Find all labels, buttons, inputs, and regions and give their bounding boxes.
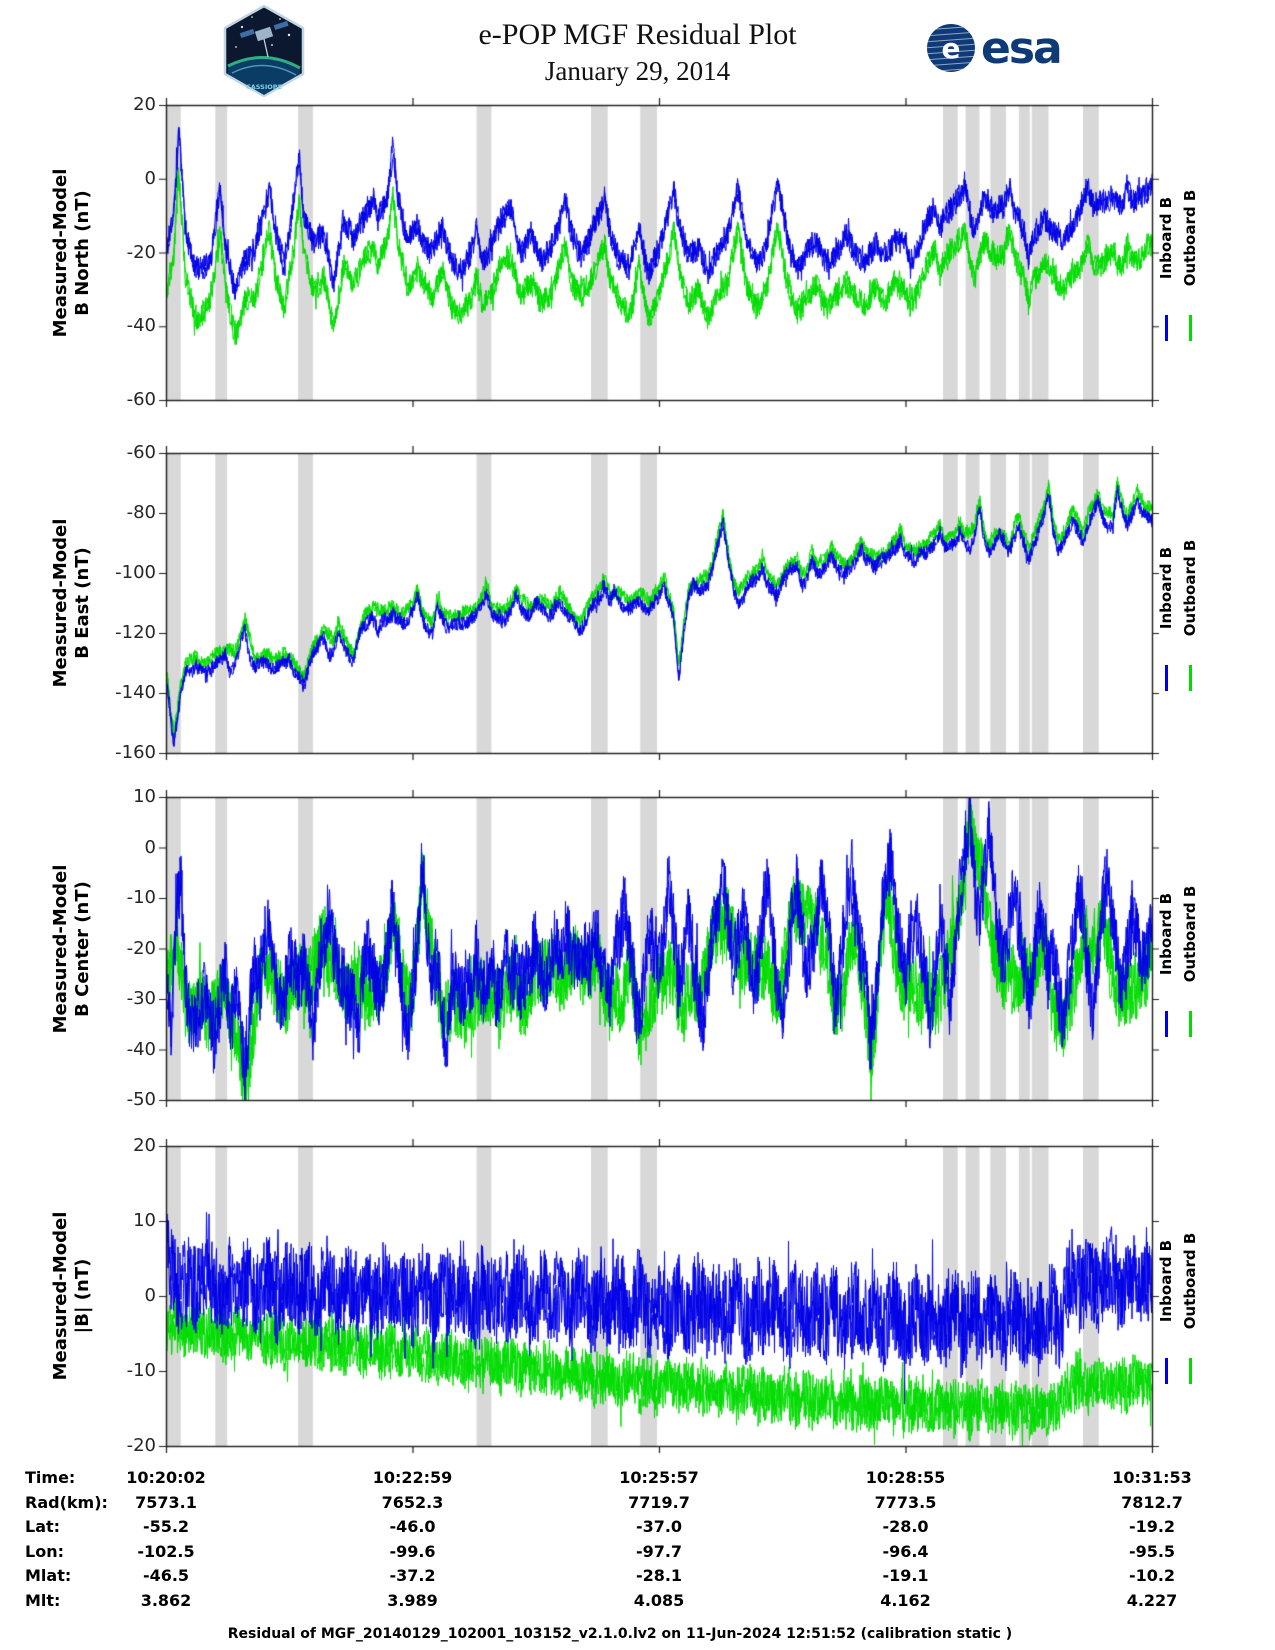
- y-tick-label: 20: [133, 1135, 156, 1156]
- table-cell: -37.2: [389, 1566, 436, 1586]
- patch-satellite: [239, 20, 289, 58]
- esa-wordmark: esa: [981, 22, 1063, 74]
- plot-canvas-b-north: [154, 93, 1174, 412]
- legend-label-inboard: Inboard B: [1157, 1239, 1175, 1323]
- legend-marker-outboard: [1188, 665, 1192, 691]
- table-cell: 10:25:57: [619, 1468, 699, 1487]
- table-cell: 10:20:02: [126, 1468, 206, 1487]
- y-tick-label: -140: [115, 682, 156, 703]
- table-cell: 4.085: [633, 1591, 685, 1610]
- y-tick-label: -100: [115, 562, 156, 583]
- y-tick-label: -20: [126, 937, 156, 959]
- legend-marker-inboard: [1164, 314, 1168, 341]
- plot-canvas-b-magnitude: [154, 1134, 1174, 1458]
- table-cell: 10:28:55: [865, 1468, 946, 1487]
- table-cell: 3.989: [387, 1591, 438, 1610]
- table-cell: 10:22:59: [372, 1468, 453, 1487]
- y-tick-label: -20: [126, 241, 156, 263]
- esa-logo: e esa: [925, 22, 1063, 74]
- table-cell: -28.1: [635, 1566, 683, 1586]
- table-cell: 4.227: [1126, 1591, 1178, 1610]
- legend-marker-inboard: [1164, 1010, 1168, 1037]
- table-cell: -46.0: [389, 1517, 436, 1537]
- legend-marker-inboard: [1164, 1358, 1168, 1384]
- y-tick-label: 0: [144, 167, 156, 189]
- y-tick-label: -30: [126, 988, 156, 1009]
- table-cell: -46.5: [142, 1566, 190, 1586]
- table-row-label: Lat:: [25, 1517, 61, 1537]
- y-tick-label: 0: [144, 836, 156, 858]
- page-title: e-POP MGF Residual Plot: [478, 18, 797, 51]
- plot-canvas-b-east: [154, 441, 1174, 765]
- legend-label-outboard: Outboard B: [1181, 539, 1199, 637]
- table-cell: -102.5: [137, 1541, 195, 1561]
- y-tick-label: 10: [133, 1210, 156, 1231]
- legend-marker-outboard: [1188, 1010, 1192, 1037]
- plot-canvas-b-center: [154, 785, 1174, 1112]
- y-tick-label: 20: [133, 94, 156, 115]
- table-cell: 7652.3: [381, 1492, 444, 1512]
- legend-label-outboard: Outboard B: [1181, 189, 1199, 286]
- legend-label-outboard: Outboard B: [1181, 1232, 1199, 1330]
- legend-label-inboard: Inboard B: [1157, 196, 1175, 279]
- table-row-label: Mlt:: [25, 1591, 61, 1610]
- table-cell: -95.5: [1128, 1541, 1176, 1561]
- table-cell: -55.2: [142, 1517, 190, 1537]
- y-tick-label: 10: [133, 786, 156, 807]
- svg-text:e: e: [942, 32, 961, 65]
- table-row-label: Mlat:: [25, 1566, 72, 1586]
- table-cell: -37.0: [635, 1517, 683, 1537]
- table-cell: 7573.1: [135, 1492, 197, 1512]
- y-tick-label: -80: [126, 502, 156, 523]
- table-cell: -28.0: [882, 1517, 929, 1537]
- page-date: January 29, 2014: [544, 56, 731, 86]
- table-cell: 3.862: [140, 1591, 192, 1610]
- y-tick-label: -50: [126, 1089, 156, 1110]
- table-cell: 7773.5: [874, 1492, 937, 1512]
- legend-label-inboard: Inboard B: [1157, 892, 1175, 975]
- table-cell: 7812.7: [1121, 1492, 1183, 1512]
- y-tick-label: -120: [115, 622, 156, 643]
- table-cell: -99.6: [389, 1541, 436, 1561]
- y-tick-label: -20: [126, 1435, 156, 1456]
- table-row-label: Rad(km):: [25, 1492, 108, 1512]
- table-row-label: Lon:: [25, 1541, 64, 1561]
- table-cell: -96.4: [882, 1541, 929, 1561]
- legend-marker-outboard: [1188, 1358, 1192, 1384]
- y-tick-label: -160: [115, 742, 156, 763]
- patch-aurora: [227, 56, 301, 70]
- footer-text: Residual of MGF_20140129_102001_103152_v…: [227, 1626, 1013, 1642]
- y-tick-label: 0: [144, 1285, 156, 1306]
- y-tick-label: -40: [126, 315, 156, 337]
- esa-globe-icon: e: [927, 24, 975, 72]
- table-row-label: Time:: [25, 1468, 76, 1487]
- table-cell: -97.7: [635, 1541, 683, 1561]
- legend-label-inboard: Inboard B: [1157, 546, 1175, 630]
- patch-label: CASSIOPE: [246, 83, 282, 91]
- y-tick-label: -40: [126, 1038, 156, 1060]
- y-tick-label: -60: [126, 389, 156, 410]
- table-cell: 4.162: [880, 1591, 931, 1610]
- y-tick-label: -10: [126, 887, 156, 908]
- table-cell: -19.2: [1128, 1517, 1176, 1537]
- y-axis-label-b-east: Measured-Model B East (nT): [50, 518, 93, 688]
- legend-marker-inboard: [1164, 665, 1168, 691]
- table-cell: 10:31:53: [1112, 1468, 1192, 1487]
- legend-label-outboard: Outboard B: [1181, 885, 1199, 982]
- legend-marker-outboard: [1188, 314, 1192, 341]
- y-tick-label: -60: [126, 442, 156, 463]
- y-tick-label: -10: [126, 1360, 156, 1381]
- table-cell: 7719.7: [628, 1492, 690, 1512]
- table-cell: -19.1: [882, 1566, 929, 1586]
- table-cell: -10.2: [1128, 1566, 1176, 1586]
